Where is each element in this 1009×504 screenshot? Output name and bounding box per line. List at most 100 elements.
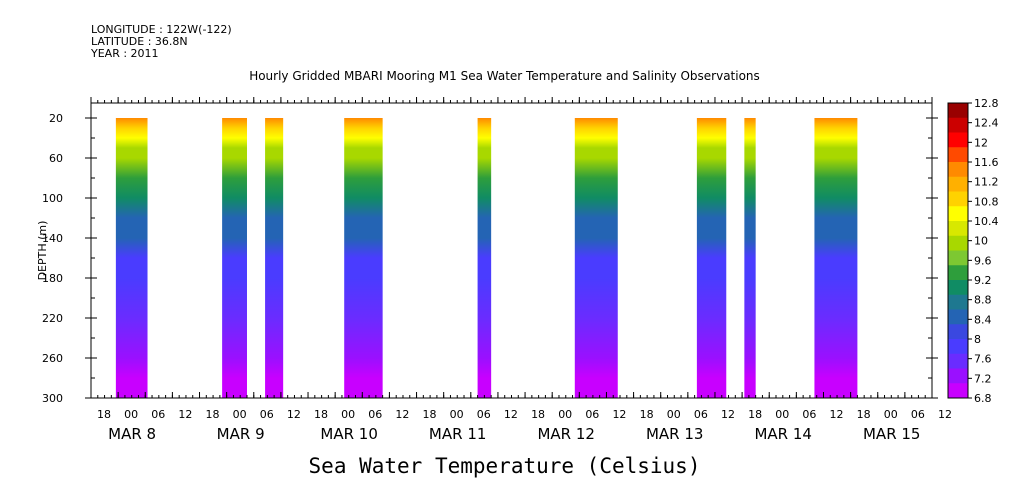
colorbar-swatch <box>948 309 968 325</box>
x-tick-label: 18 <box>314 408 328 421</box>
x-day-label: MAR 8 <box>108 425 156 443</box>
colorbar-swatch <box>948 206 968 222</box>
colorbar-swatch <box>948 162 968 178</box>
y-tick-label: 140 <box>42 232 63 245</box>
colorbar-label: 7.2 <box>974 372 992 385</box>
data-column <box>574 118 618 398</box>
x-tick-label: 00 <box>450 408 464 421</box>
colorbar-swatch <box>948 103 968 119</box>
colorbar-label: 10 <box>974 235 988 248</box>
y-tick-label: 260 <box>42 352 63 365</box>
data-column <box>814 118 858 398</box>
x-tick-label: 12 <box>504 408 518 421</box>
colorbar-label: 11.6 <box>974 156 999 169</box>
year-text: YEAR : 2011 <box>91 47 159 60</box>
x-tick-label: 06 <box>802 408 816 421</box>
x-tick-label: 06 <box>260 408 274 421</box>
colorbar-label: 12.8 <box>974 97 999 110</box>
x-tick-label: 18 <box>640 408 654 421</box>
x-tick-label: 06 <box>585 408 599 421</box>
colorbar-swatch <box>948 265 968 281</box>
x-tick-label: 18 <box>206 408 220 421</box>
y-axis-label: DEPTH (m) <box>36 221 49 281</box>
y-tick-label: 300 <box>42 392 63 405</box>
x-tick-label: 00 <box>558 408 572 421</box>
x-day-label: MAR 13 <box>646 425 703 443</box>
y-tick-label: 20 <box>49 112 63 125</box>
colorbar-label: 10.8 <box>974 195 999 208</box>
colorbar-swatch <box>948 147 968 163</box>
colorbar-label: 12.4 <box>974 117 999 130</box>
x-day-label: MAR 14 <box>754 425 811 443</box>
colorbar-label: 7.6 <box>974 353 992 366</box>
y-tick-label: 180 <box>42 272 63 285</box>
x-tick-label: 12 <box>287 408 301 421</box>
latitude-text: LATITUDE : 36.8N <box>91 35 188 48</box>
colorbar-swatch <box>948 221 968 237</box>
colorbar-label: 9.6 <box>974 254 992 267</box>
data-column <box>265 118 284 398</box>
colorbar-label: 10.4 <box>974 215 999 228</box>
colorbar-swatch <box>948 250 968 266</box>
x-tick-label: 12 <box>721 408 735 421</box>
x-day-label: MAR 10 <box>320 425 377 443</box>
colorbar-swatch <box>948 280 968 296</box>
colorbar-swatch <box>948 235 968 251</box>
x-tick-label: 00 <box>667 408 681 421</box>
longitude-text: LONGITUDE : 122W(-122) <box>91 23 232 36</box>
x-tick-label: 06 <box>477 408 491 421</box>
colorbar-label: 12 <box>974 136 988 149</box>
x-tick-label: 18 <box>531 408 545 421</box>
x-tick-label: 12 <box>395 408 409 421</box>
x-tick-label: 18 <box>97 408 111 421</box>
colorbar-frame <box>947 102 969 399</box>
x-day-label: MAR 9 <box>217 425 265 443</box>
x-tick-label: 06 <box>368 408 382 421</box>
colorbar-label: 6.8 <box>974 392 992 405</box>
colorbar-swatch <box>948 353 968 369</box>
x-day-label: MAR 11 <box>429 425 486 443</box>
x-tick-label: 00 <box>775 408 789 421</box>
data-column <box>744 118 756 398</box>
x-tick-label: 06 <box>694 408 708 421</box>
x-tick-label: 00 <box>124 408 138 421</box>
x-tick-label: 12 <box>829 408 843 421</box>
x-tick-label: 18 <box>423 408 437 421</box>
colorbar-swatch <box>948 117 968 133</box>
x-tick-label: 18 <box>857 408 871 421</box>
x-tick-label: 18 <box>748 408 762 421</box>
x-tick-label: 12 <box>938 408 952 421</box>
plot-frame <box>90 102 933 399</box>
colorbar-swatch <box>948 176 968 192</box>
colorbar-swatch <box>948 324 968 340</box>
colorbar-swatch <box>948 383 968 399</box>
x-tick-label: 12 <box>178 408 192 421</box>
x-tick-label: 12 <box>612 408 626 421</box>
y-tick-label: 220 <box>42 312 63 325</box>
colorbar-label: 8.8 <box>974 294 992 307</box>
data-column <box>115 118 148 398</box>
data-column <box>222 118 247 398</box>
colorbar-label: 9.2 <box>974 274 992 287</box>
x-day-label: MAR 15 <box>863 425 920 443</box>
colorbar-swatch <box>948 294 968 310</box>
colorbar-swatch <box>948 132 968 148</box>
y-tick-label: 100 <box>42 192 63 205</box>
x-tick-label: 06 <box>911 408 925 421</box>
data-column <box>696 118 727 398</box>
colorbar-label: 8 <box>974 333 981 346</box>
colorbar-swatch <box>948 339 968 355</box>
header-metadata: LONGITUDE : 122W(-122) LATITUDE : 36.8N … <box>91 24 232 60</box>
colorbar-label: 8.4 <box>974 313 992 326</box>
x-tick-label: 00 <box>341 408 355 421</box>
x-day-label: MAR 12 <box>537 425 594 443</box>
y-tick-label: 60 <box>49 152 63 165</box>
x-tick-label: 00 <box>233 408 247 421</box>
colorbar-swatch <box>948 368 968 384</box>
data-column <box>344 118 383 398</box>
colorbar-label: 11.2 <box>974 176 999 189</box>
data-column <box>477 118 492 398</box>
x-tick-label: 00 <box>884 408 898 421</box>
colorbar-swatch <box>948 191 968 207</box>
